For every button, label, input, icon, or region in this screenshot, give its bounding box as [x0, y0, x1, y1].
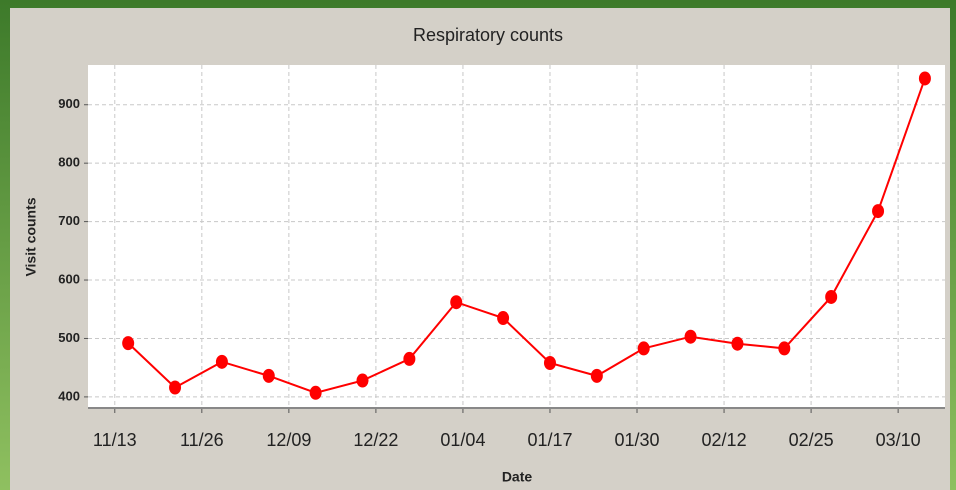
data-point: [637, 341, 650, 356]
x-tick-label: 03/10: [876, 430, 921, 450]
x-tick-label: 01/30: [614, 430, 659, 450]
data-point: [590, 368, 603, 383]
data-point: [684, 329, 697, 344]
data-point: [169, 380, 182, 395]
data-point: [778, 341, 791, 356]
y-tick-label: 800: [58, 155, 80, 170]
data-point: [497, 311, 510, 326]
x-tick-label: 02/25: [789, 430, 834, 450]
x-tick-label: 01/17: [527, 430, 572, 450]
y-tick-label: 500: [58, 330, 80, 345]
y-tick-label: 400: [58, 388, 80, 403]
y-tick-label: 700: [58, 213, 80, 228]
y-tick-label: 600: [58, 271, 80, 286]
data-point: [403, 351, 416, 366]
data-point: [122, 336, 135, 351]
x-tick-label: 11/13: [93, 430, 137, 450]
data-point: [731, 336, 744, 351]
chart-title: Respiratory counts: [413, 25, 563, 45]
data-point: [309, 385, 322, 400]
data-point: [918, 71, 931, 86]
data-point: [543, 356, 556, 371]
marks: [122, 71, 931, 400]
x-tick-label: 11/26: [180, 430, 224, 450]
y-axis-label: Visit counts: [23, 197, 39, 276]
plot-area: [88, 65, 945, 408]
data-point: [262, 368, 275, 383]
line-series: [127, 78, 926, 394]
data-point: [872, 204, 885, 219]
x-tick-label: 01/04: [440, 430, 485, 450]
grid: 400 500 600 700 800 900 11/13 11/26 12/09 12/22 01…: [58, 65, 945, 450]
data-point: [825, 289, 838, 304]
x-tick-label: 02/12: [702, 430, 747, 450]
y-tick-label: 900: [58, 96, 80, 111]
x-tick-label: 12/09: [266, 430, 311, 450]
data-point: [356, 373, 369, 388]
x-tick-label: 12/22: [353, 430, 398, 450]
data-point: [215, 354, 228, 369]
data-point: [450, 295, 463, 310]
x-axis-label: Date: [502, 469, 533, 485]
